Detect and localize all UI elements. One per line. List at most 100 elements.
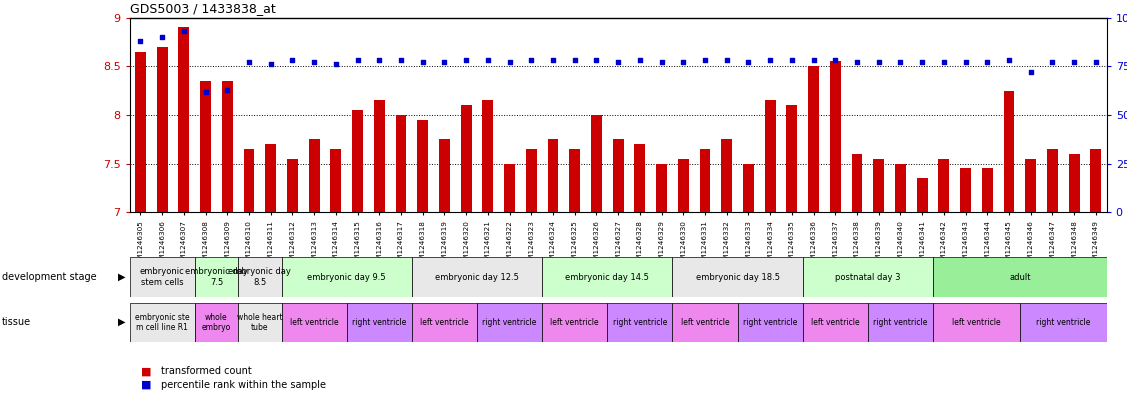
Point — [913, 59, 931, 66]
Text: right ventricle: right ventricle — [352, 318, 407, 327]
Bar — [396, 115, 407, 212]
Point — [175, 28, 193, 35]
Text: right ventricle: right ventricle — [743, 318, 797, 327]
Bar — [542, 303, 607, 342]
Point — [718, 57, 736, 64]
Bar — [178, 28, 189, 212]
Point — [1086, 59, 1104, 66]
Text: right ventricle: right ventricle — [1036, 318, 1091, 327]
Bar — [939, 159, 949, 212]
Text: ■: ■ — [141, 380, 151, 390]
Bar — [721, 139, 733, 212]
Bar — [282, 303, 347, 342]
Bar — [526, 149, 536, 212]
Text: embryonic ste
m cell line R1: embryonic ste m cell line R1 — [135, 312, 189, 332]
Bar — [195, 303, 238, 342]
Point — [978, 59, 996, 66]
Bar — [916, 178, 928, 212]
Text: right ventricle: right ventricle — [873, 318, 928, 327]
Bar — [960, 169, 971, 212]
Text: embryonic day
7.5: embryonic day 7.5 — [185, 267, 248, 287]
Bar — [309, 139, 320, 212]
Bar — [700, 149, 710, 212]
Bar — [477, 303, 542, 342]
Text: whole
embryo: whole embryo — [202, 312, 231, 332]
Bar — [613, 139, 623, 212]
Bar — [130, 257, 195, 297]
Bar — [542, 257, 673, 297]
Point — [935, 59, 953, 66]
Bar — [591, 115, 602, 212]
Bar — [933, 257, 1107, 297]
Point — [479, 57, 497, 64]
Bar — [411, 257, 542, 297]
Point — [653, 59, 671, 66]
Bar — [417, 120, 428, 212]
Point — [783, 57, 801, 64]
Point — [196, 88, 214, 95]
Bar — [802, 303, 868, 342]
Text: ■: ■ — [141, 366, 151, 376]
Point — [805, 57, 823, 64]
Point — [153, 34, 171, 40]
Text: embryonic day 9.5: embryonic day 9.5 — [308, 273, 387, 281]
Point — [566, 57, 584, 64]
Text: postnatal day 3: postnatal day 3 — [835, 273, 900, 281]
Text: embryonic day 18.5: embryonic day 18.5 — [695, 273, 780, 281]
Bar — [933, 303, 1020, 342]
Bar — [1047, 149, 1058, 212]
Bar — [238, 303, 282, 342]
Bar — [201, 81, 211, 212]
Bar — [482, 100, 494, 212]
Text: embryonic day 14.5: embryonic day 14.5 — [566, 273, 649, 281]
Point — [371, 57, 389, 64]
Bar — [461, 105, 471, 212]
Point — [609, 59, 627, 66]
Text: whole heart
tube: whole heart tube — [237, 312, 283, 332]
Text: GDS5003 / 1433838_at: GDS5003 / 1433838_at — [130, 2, 275, 15]
Point — [500, 59, 518, 66]
Point — [891, 59, 909, 66]
Bar — [673, 303, 737, 342]
Bar — [656, 163, 667, 212]
Text: embryonic day 12.5: embryonic day 12.5 — [435, 273, 518, 281]
Point — [414, 59, 432, 66]
Bar — [743, 163, 754, 212]
Bar — [440, 139, 450, 212]
Text: left ventricle: left ventricle — [290, 318, 338, 327]
Bar — [347, 303, 411, 342]
Bar — [1020, 303, 1107, 342]
Text: embryonic
stem cells: embryonic stem cells — [140, 267, 185, 287]
Point — [522, 57, 540, 64]
Point — [240, 59, 258, 66]
Point — [305, 59, 323, 66]
Text: ▶: ▶ — [118, 272, 125, 282]
Point — [284, 57, 302, 64]
Bar — [673, 257, 802, 297]
Text: adult: adult — [1009, 273, 1030, 281]
Point — [392, 57, 410, 64]
Point — [848, 59, 866, 66]
Bar — [238, 257, 282, 297]
Bar — [157, 47, 168, 212]
Bar — [1091, 149, 1101, 212]
Bar — [569, 149, 580, 212]
Bar — [607, 303, 673, 342]
Bar — [808, 66, 819, 212]
Bar — [352, 110, 363, 212]
Bar — [195, 257, 238, 297]
Point — [1000, 57, 1018, 64]
Bar — [130, 303, 195, 342]
Point — [826, 57, 844, 64]
Point — [219, 86, 237, 93]
Bar — [411, 303, 477, 342]
Point — [587, 57, 605, 64]
Bar — [243, 149, 255, 212]
Bar — [802, 257, 933, 297]
Bar — [895, 163, 906, 212]
Point — [261, 61, 279, 68]
Bar — [135, 52, 145, 212]
Point — [458, 57, 476, 64]
Text: percentile rank within the sample: percentile rank within the sample — [161, 380, 326, 390]
Text: left ventricle: left ventricle — [550, 318, 600, 327]
